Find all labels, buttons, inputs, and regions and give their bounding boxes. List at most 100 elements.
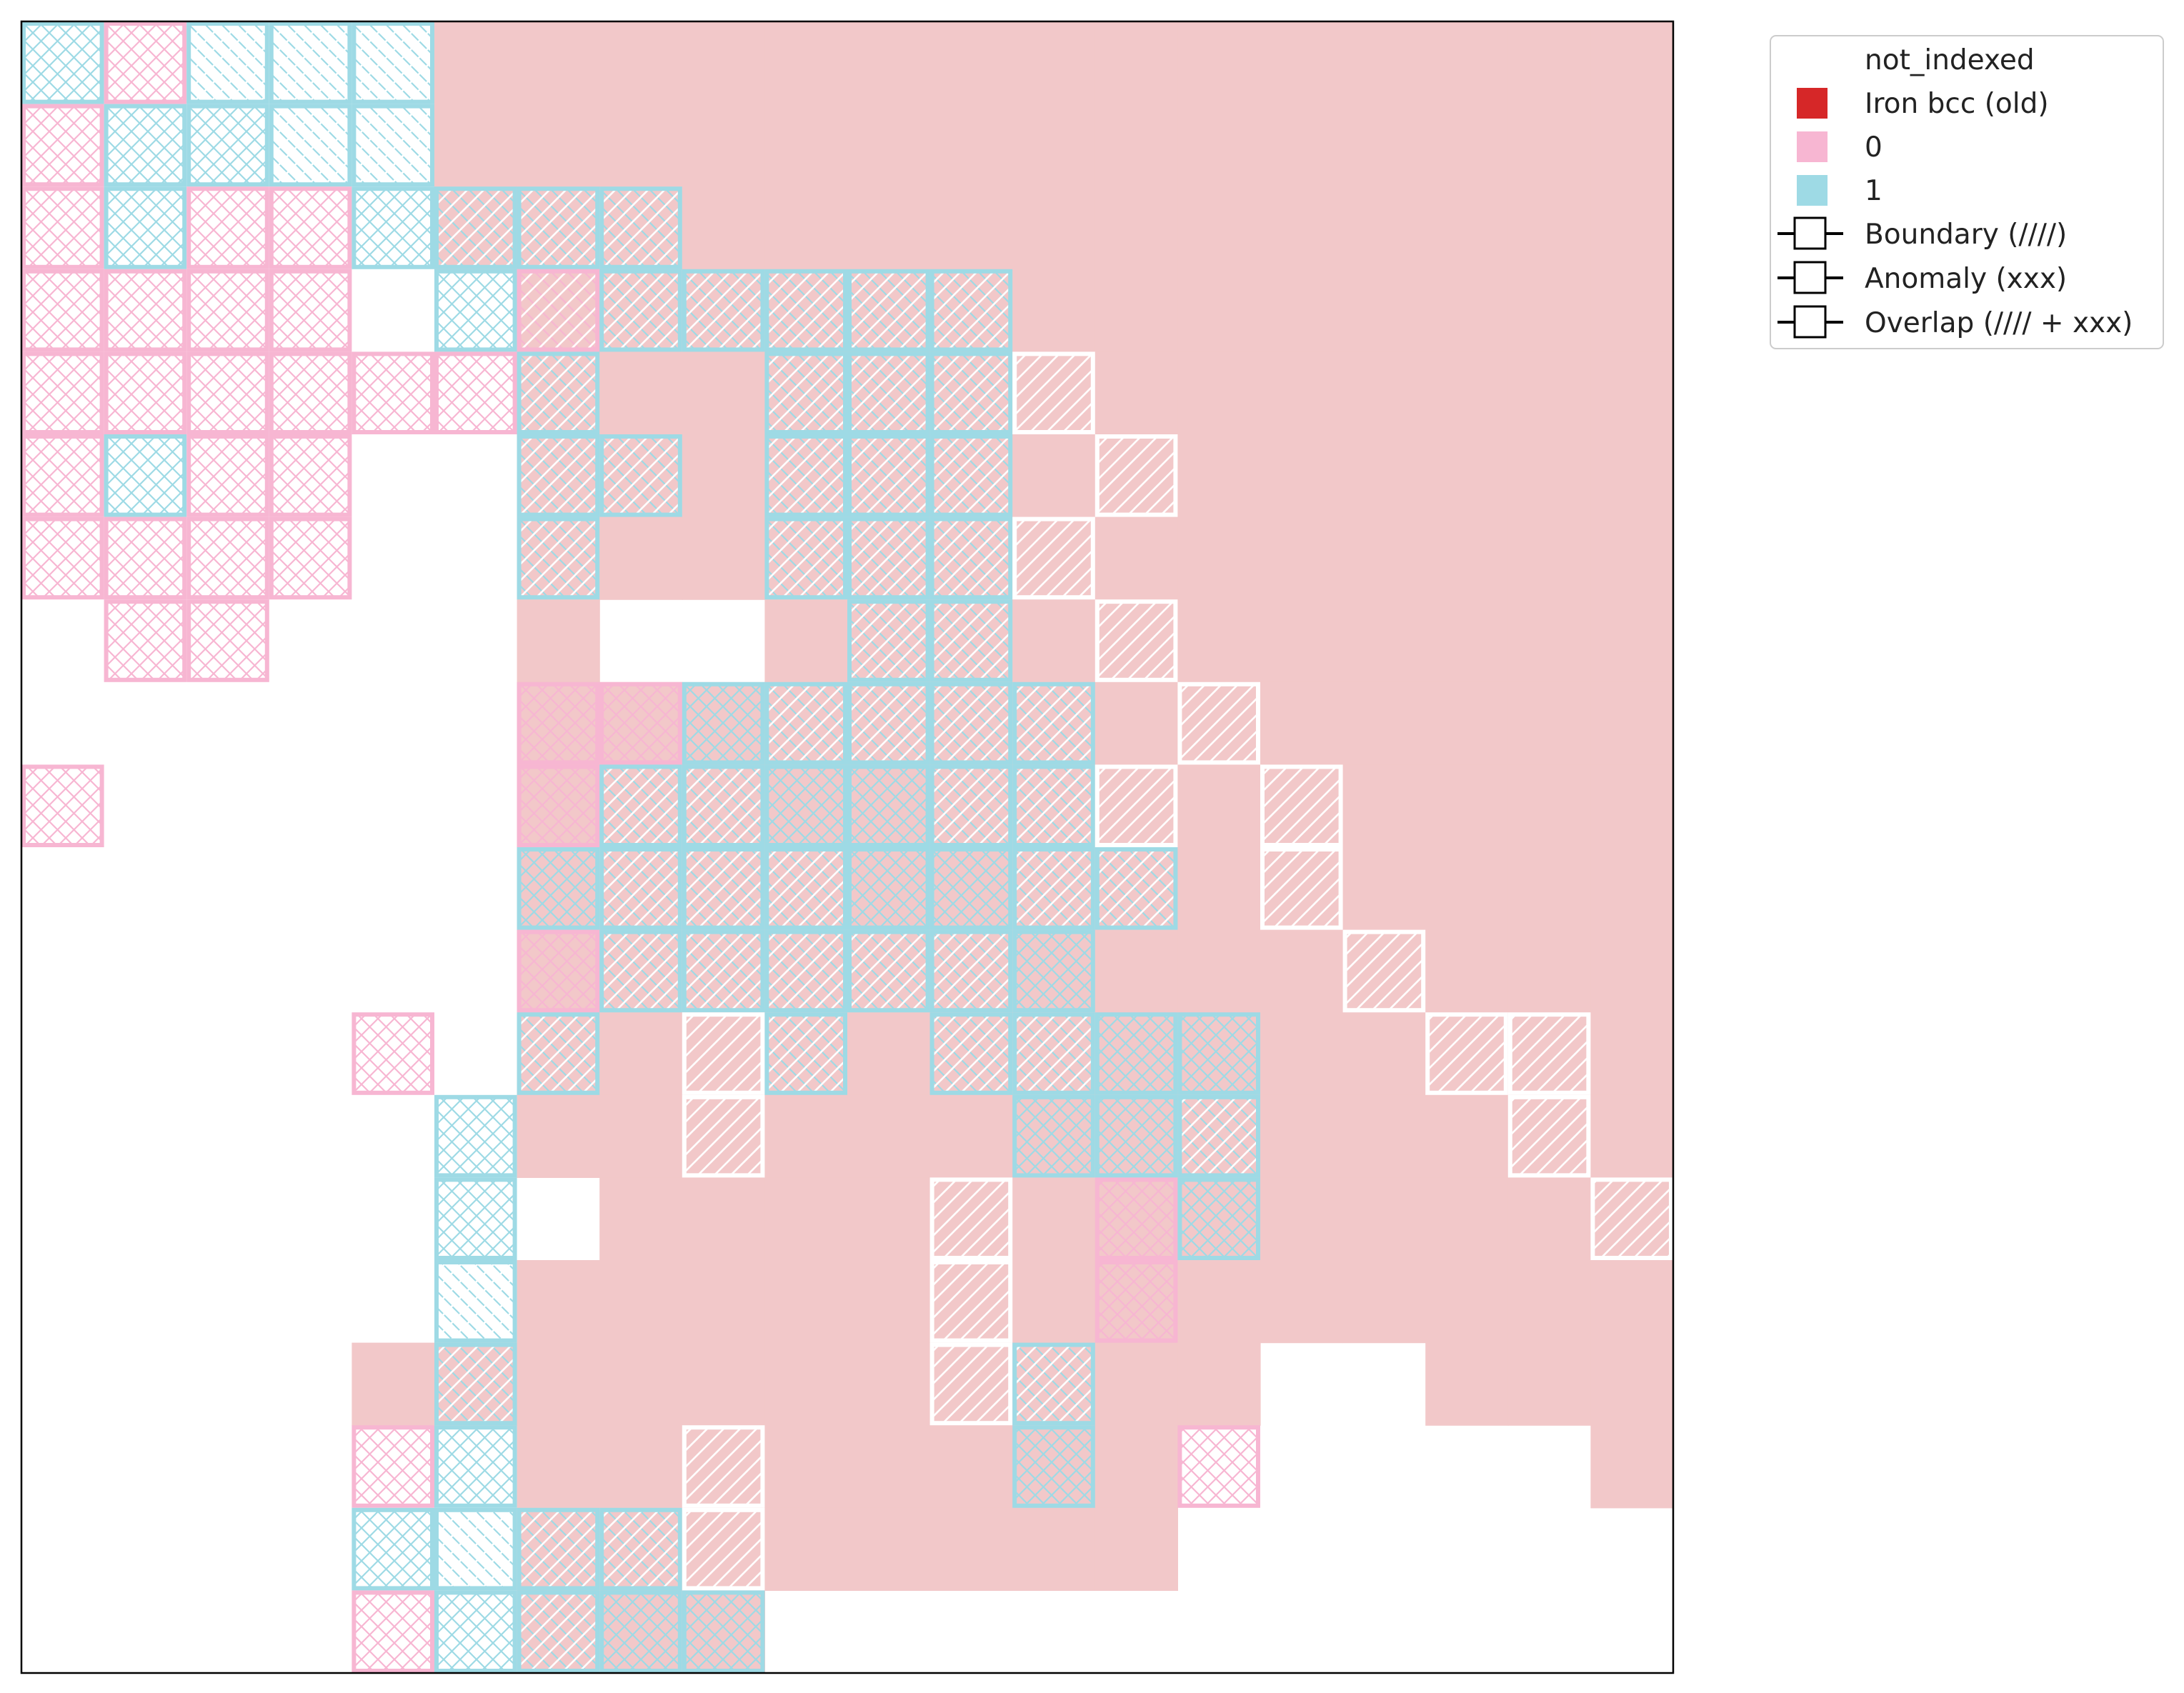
overlap-cell <box>599 186 682 269</box>
overlap-cell <box>929 1012 1013 1095</box>
boundary-cell <box>1507 1012 1591 1095</box>
anomaly-cell <box>599 1590 682 1673</box>
anomaly-cell <box>847 847 930 930</box>
iron-cell <box>847 1507 931 1591</box>
overlap-cell <box>434 1507 517 1591</box>
overlap-cell <box>599 847 682 930</box>
iron-cell <box>599 516 683 600</box>
legend-label-iron: Iron bcc (old) <box>1865 88 2049 120</box>
iron-cell <box>1177 764 1261 848</box>
overlap-cell <box>847 269 930 352</box>
anomaly-cell <box>434 1425 517 1508</box>
anomaly-cell <box>1095 1012 1178 1095</box>
iron-cell <box>1507 847 1591 931</box>
overlap-cell <box>847 599 930 682</box>
anomaly-cell <box>21 516 104 600</box>
anomaly-cell <box>517 681 600 765</box>
iron-cell <box>929 186 1013 270</box>
overlap-cell <box>517 186 600 269</box>
overlap-cell <box>929 764 1013 848</box>
iron-cell <box>764 1425 848 1509</box>
overlap-cell <box>517 1590 600 1673</box>
anomaly-cell <box>351 1012 434 1095</box>
overlap-cell <box>682 269 765 352</box>
iron-cell <box>764 186 848 270</box>
iron-cell <box>1260 351 1344 435</box>
iron-cell <box>1012 1177 1096 1261</box>
overlap-cell <box>929 681 1013 765</box>
anomaly-cell <box>929 847 1013 930</box>
iron-cell <box>764 1342 848 1426</box>
anomaly-cell <box>186 351 269 434</box>
overlap-cell <box>929 929 1013 1013</box>
iron-cell <box>1507 269 1591 352</box>
iron-cell <box>1590 516 1674 600</box>
anomaly-cell <box>1177 1425 1261 1508</box>
iron-cell <box>1590 1260 1674 1344</box>
overlap-cell <box>682 847 765 930</box>
iron-cell <box>1342 434 1426 518</box>
iron-cell <box>1425 434 1509 518</box>
iron-cell <box>599 1177 683 1261</box>
overlap-cell <box>351 21 434 104</box>
iron-cell <box>1507 1177 1591 1261</box>
legend: not_indexed Iron bcc (old) 0 1 Boundary … <box>1770 35 2164 349</box>
overlap-cell <box>847 681 930 765</box>
iron-cell <box>1177 351 1261 435</box>
anomaly-cell <box>351 1507 434 1591</box>
iron-cell <box>682 186 765 270</box>
anomaly-cell <box>434 1094 517 1178</box>
iron-cell <box>1095 186 1178 270</box>
iron-cell <box>1095 929 1178 1013</box>
iron-cell <box>1260 1260 1344 1344</box>
iron-cell <box>1425 681 1509 765</box>
iron-cell <box>1590 764 1674 848</box>
iron-cell <box>1590 1012 1674 1096</box>
iron-cell <box>847 1260 931 1344</box>
iron-cell <box>1590 434 1674 518</box>
iron-cell <box>517 1094 600 1178</box>
overlap-cell <box>764 351 848 434</box>
overlap-cell <box>269 104 352 187</box>
iron-cell <box>1590 21 1674 105</box>
iron-cell <box>1260 681 1344 765</box>
iron-cell <box>1425 21 1509 105</box>
iron-cell <box>1342 681 1426 765</box>
iron-cell <box>847 1425 931 1509</box>
iron-cell <box>1425 1260 1509 1344</box>
iron-cell <box>599 1342 683 1426</box>
legend-label-boundary: Boundary (////) <box>1865 219 2067 251</box>
iron-cell <box>1507 21 1591 105</box>
legend-marker-boundary <box>1777 216 1843 250</box>
overlap-cell <box>599 269 682 352</box>
legend-label-phase-0: 0 <box>1865 131 1883 164</box>
overlap-cell <box>929 351 1013 434</box>
anomaly-cell <box>269 434 352 517</box>
iron-cell <box>1260 516 1344 600</box>
anomaly-cell <box>351 351 434 434</box>
overlap-cell <box>186 21 269 104</box>
overlap-cell <box>599 929 682 1013</box>
anomaly-cell <box>682 1590 765 1673</box>
anomaly-cell <box>21 186 104 269</box>
boundary-cell <box>1425 1012 1508 1095</box>
iron-cell <box>682 1260 765 1344</box>
iron-cell <box>1260 104 1344 187</box>
iron-cell <box>1095 1342 1178 1426</box>
iron-cell <box>599 21 683 105</box>
iron-cell <box>1177 269 1261 352</box>
overlap-cell <box>682 764 765 848</box>
anomaly-cell <box>1012 1425 1095 1508</box>
boundary-cell <box>1507 1094 1591 1178</box>
legend-label-phase-1: 1 <box>1865 175 1883 207</box>
iron-cell <box>1012 434 1096 518</box>
boundary-cell <box>1095 764 1178 848</box>
iron-cell <box>847 1094 931 1178</box>
iron-cell <box>847 21 931 105</box>
iron-cell <box>1590 599 1674 683</box>
anomaly-cell <box>1012 929 1095 1013</box>
iron-cell <box>682 351 765 435</box>
boundary-cell <box>1590 1177 1673 1261</box>
iron-cell <box>1260 929 1344 1013</box>
iron-cell <box>764 599 848 683</box>
